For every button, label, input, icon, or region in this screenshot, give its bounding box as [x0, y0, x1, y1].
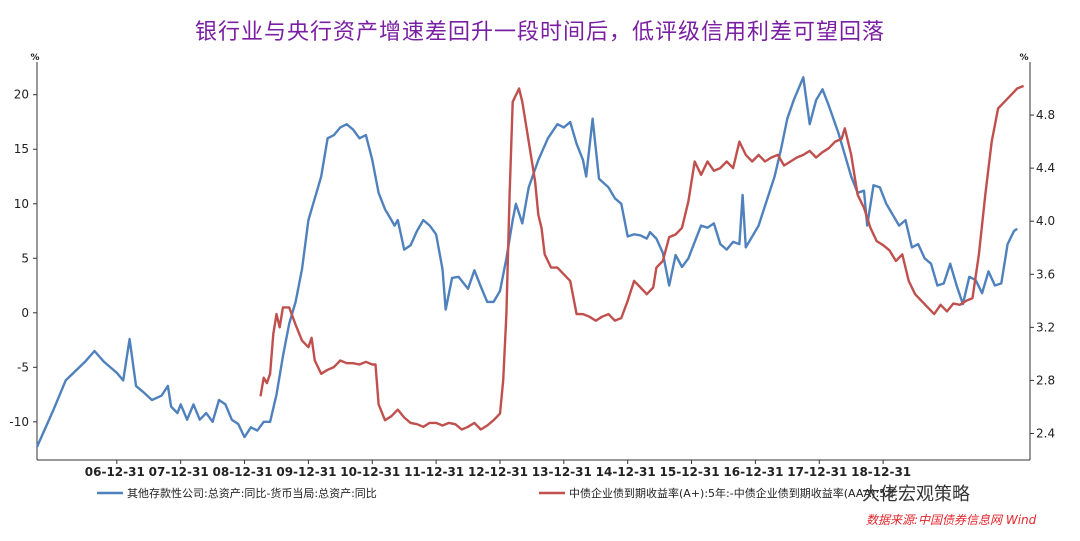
- y-left-tick-label: -5: [17, 360, 29, 374]
- y-left-tick-label: -10: [9, 415, 29, 429]
- series-line-2: [259, 84, 1025, 431]
- y-right-tick-label: 4.4: [1036, 161, 1055, 175]
- y-right-tick-label: 3.6: [1036, 267, 1055, 281]
- y-left-tick-label: 20: [14, 88, 29, 102]
- x-tick-label: 10-12-31: [340, 465, 400, 479]
- x-tick-label: 12-12-31: [468, 465, 528, 479]
- y-left-unit: %: [30, 53, 39, 63]
- y-left-tick-label: 15: [14, 142, 29, 156]
- x-tick-label: 16-12-31: [723, 465, 783, 479]
- watermark: 大佬宏观策略: [862, 484, 970, 505]
- x-tick-label: 08-12-31: [213, 465, 273, 479]
- x-tick-label: 15-12-31: [660, 465, 720, 479]
- y-right-tick-label: 4.8: [1036, 108, 1055, 122]
- x-tick-label: 09-12-31: [276, 465, 336, 479]
- x-tick-label: 18-12-31: [851, 465, 911, 479]
- axes: % % -10 -5 0 5 10 15 20 2.4 2.8 3.2 3.6 4.0 4.4 4.8 06-1…: [9, 53, 1055, 479]
- legend-label-1: 其他存款性公司:总资产:同比-货币当局:总资产:同比: [127, 486, 377, 500]
- x-tick-label: 07-12-31: [149, 465, 209, 479]
- chart-title: 银行业与央行资产增速差回升一段时间后，低评级信用利差可望回落: [194, 20, 885, 45]
- series-lines: [35, 76, 1025, 448]
- x-tick-label: 13-12-31: [532, 465, 592, 479]
- y-right-tick-label: 4.0: [1036, 214, 1055, 228]
- legend-label-2: 中债企业债到期收益率(A+):5年:-中债企业债到期收益率(AAA):5年: [569, 486, 897, 500]
- y-right-unit: %: [1019, 53, 1028, 63]
- series-line-1: [35, 76, 1018, 448]
- legend: 其他存款性公司:总资产:同比-货币当局:总资产:同比 中债企业债到期收益率(A+)…: [97, 486, 897, 500]
- y-right-tick-label: 2.4: [1036, 426, 1055, 440]
- x-tick-label: 17-12-31: [787, 465, 847, 479]
- source-note: 数据来源:中国债券信息网 Wind: [866, 513, 1037, 527]
- y-right-tick-label: 3.2: [1036, 320, 1055, 334]
- y-right-tick-label: 2.8: [1036, 373, 1055, 387]
- x-tick-label: 11-12-31: [404, 465, 464, 479]
- x-tick-label: 06-12-31: [85, 465, 145, 479]
- x-tick-label: 14-12-31: [596, 465, 656, 479]
- y-left-tick-label: 5: [21, 251, 29, 265]
- y-left-tick-label: 10: [14, 197, 29, 211]
- y-left-tick-label: 0: [21, 306, 29, 320]
